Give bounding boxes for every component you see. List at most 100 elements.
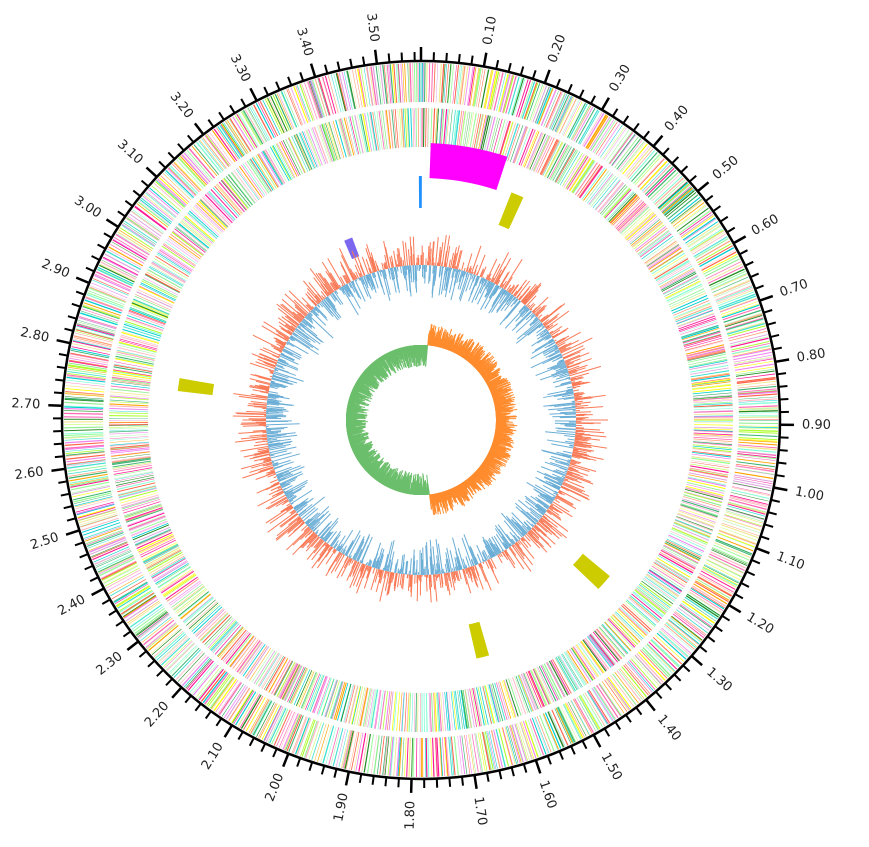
feature-stripe	[671, 615, 703, 641]
histogram-bar	[551, 369, 568, 376]
feature-stripe	[165, 169, 194, 199]
histogram-bar	[500, 512, 523, 538]
feature-stripe	[351, 115, 362, 154]
feature-stripe	[261, 654, 283, 689]
histogram-bar	[393, 573, 398, 589]
feature-stripe	[335, 728, 346, 767]
feature-stripe	[319, 77, 331, 116]
histogram-bar	[267, 399, 282, 402]
histogram-bar	[482, 536, 494, 558]
histogram-bar	[521, 537, 524, 541]
feature-stripe	[212, 187, 240, 217]
feature-stripe	[544, 141, 564, 178]
feature-stripe	[439, 108, 443, 148]
histogram-bar	[315, 272, 332, 295]
feature-stripe	[425, 692, 428, 732]
feature-stripe	[237, 640, 261, 673]
histogram-bar	[276, 516, 301, 537]
feature-stripe	[653, 176, 683, 204]
feature-stripe	[675, 516, 713, 532]
histogram-bar	[317, 522, 330, 537]
histogram-bar	[524, 500, 544, 516]
feature-stripe	[544, 141, 563, 177]
histogram-bar	[561, 394, 575, 398]
histogram-bar	[482, 539, 493, 558]
feature-stripe	[393, 691, 398, 731]
feature-stripe	[693, 415, 733, 417]
feature-stripe	[440, 692, 444, 732]
histogram-bar	[276, 472, 283, 477]
feature-stripe	[171, 231, 204, 256]
histogram-bar	[445, 267, 448, 275]
feature-stripe	[169, 582, 202, 606]
feature-stripe	[694, 581, 729, 603]
histogram-bar	[346, 283, 361, 309]
feature-stripe	[669, 196, 701, 223]
feature-stripe	[493, 729, 504, 768]
feature-stripe	[401, 692, 405, 732]
feature-stripe	[693, 405, 733, 408]
histogram-bar	[469, 566, 472, 570]
histogram-bar	[488, 288, 505, 314]
feature-stripe	[382, 110, 388, 150]
histogram-bar	[518, 288, 530, 301]
histogram-bar	[330, 536, 338, 547]
feature-stripe	[358, 687, 367, 726]
feature-stripe	[421, 693, 423, 733]
histogram-bar	[308, 519, 316, 527]
histogram-bar	[270, 454, 275, 457]
histogram-bar	[337, 545, 341, 551]
feature-stripe	[736, 456, 776, 461]
histogram-bar	[569, 365, 601, 377]
feature-stripe	[384, 736, 390, 776]
feature-stripe	[422, 108, 424, 148]
histogram-bar	[359, 264, 365, 276]
histogram-bar	[259, 466, 274, 472]
feature-stripe	[430, 63, 434, 103]
histogram-bar	[509, 546, 517, 556]
feature-stripe	[690, 372, 730, 380]
histogram-bar	[264, 362, 276, 368]
histogram-bar	[546, 509, 562, 521]
histogram-bar	[281, 483, 291, 489]
feature-stripe	[377, 690, 384, 730]
histogram-bar	[341, 284, 343, 287]
histogram-bar	[429, 494, 432, 510]
histogram-bar	[487, 273, 492, 281]
histogram-bar	[314, 306, 317, 308]
feature-stripe	[417, 692, 419, 732]
feature-stripe	[579, 110, 600, 145]
feature-stripe	[119, 227, 154, 250]
histogram-bar	[574, 436, 601, 441]
histogram-bar	[574, 443, 591, 447]
feature-stripe	[376, 111, 383, 150]
feature-stripe	[409, 63, 412, 103]
feature-stripe	[305, 129, 321, 167]
feature-stripe	[646, 643, 676, 672]
feature-stripe	[199, 199, 229, 228]
feature-stripe	[325, 679, 339, 718]
histogram-bar	[331, 293, 337, 301]
histogram-bar	[395, 266, 398, 278]
feature-stripe	[222, 630, 249, 662]
feature-stripe	[434, 692, 438, 732]
histogram-bar	[384, 262, 388, 269]
histogram-bar	[278, 321, 294, 333]
histogram-bar	[564, 352, 590, 363]
histogram-bar	[413, 560, 416, 575]
histogram-bar	[346, 280, 349, 284]
histogram-bar	[358, 277, 361, 281]
feature-stripe	[122, 499, 160, 512]
feature-stripe	[618, 607, 648, 635]
histogram-bar	[511, 512, 530, 532]
histogram-bar	[557, 342, 566, 348]
feature-stripe	[66, 379, 106, 385]
histogram-bar	[434, 574, 438, 602]
histogram-bar	[530, 313, 535, 318]
feature-stripe	[499, 73, 510, 112]
feature-stripe	[445, 109, 450, 149]
feature-stripe	[647, 246, 681, 270]
feature-stripe	[109, 432, 149, 435]
histogram-bar	[555, 368, 568, 373]
histogram-bar	[551, 333, 559, 338]
